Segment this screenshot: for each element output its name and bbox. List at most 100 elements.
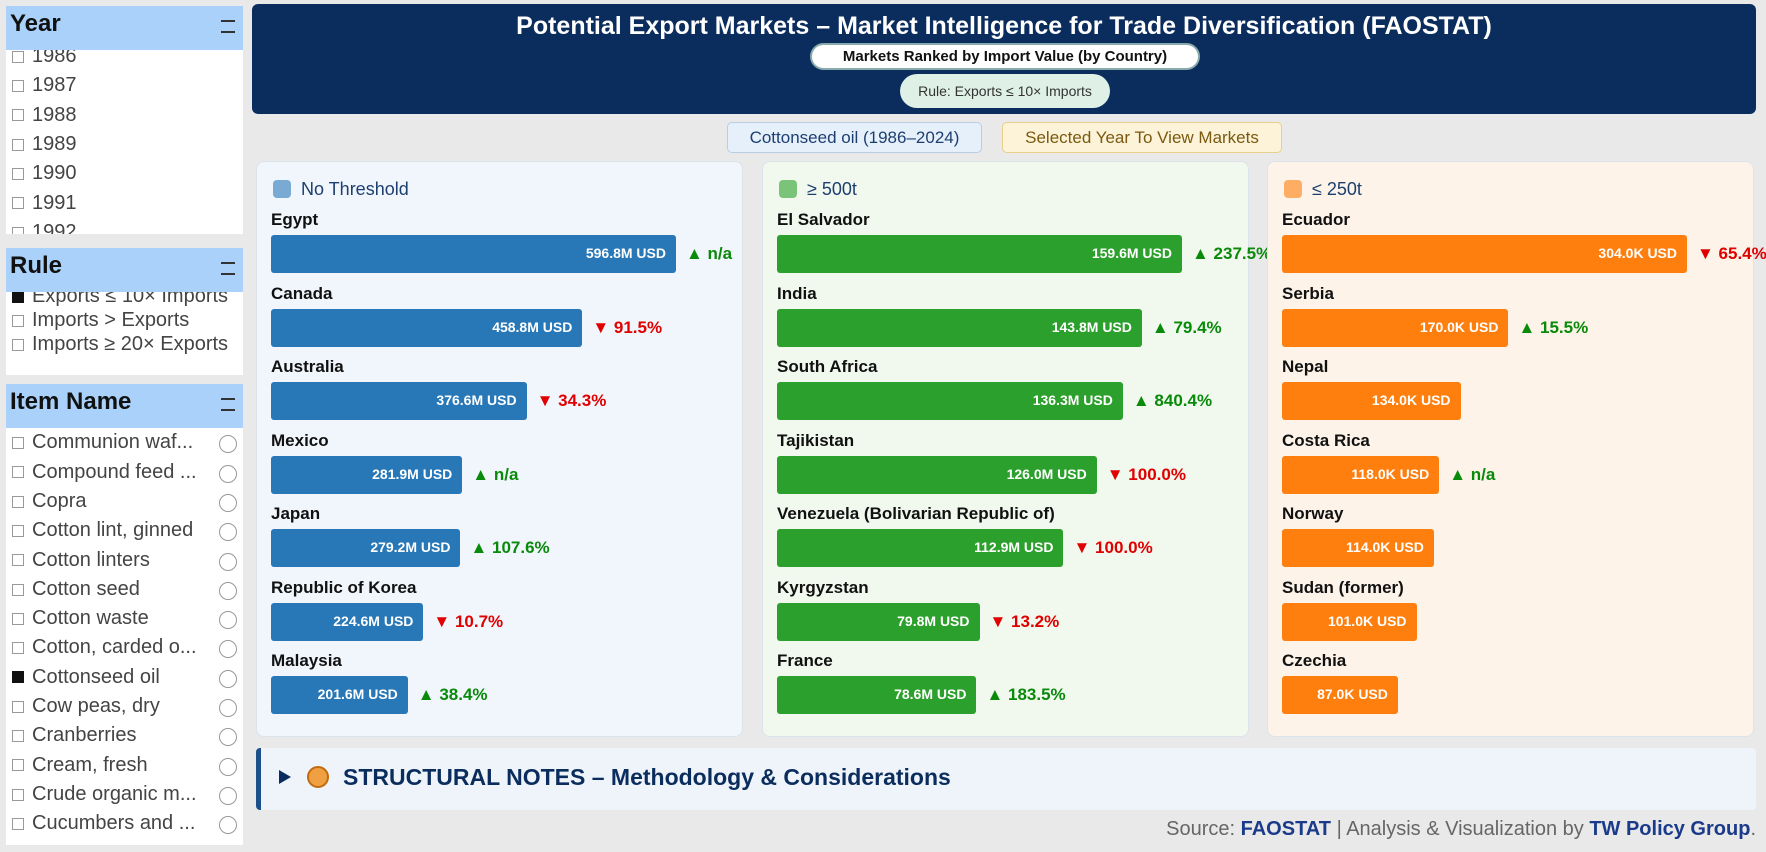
slicer-item[interactable]: 1988 — [12, 104, 77, 127]
bar: 458.8M USD — [271, 308, 583, 347]
bar: 136.3M USD — [777, 382, 1123, 420]
country-name: India — [777, 283, 817, 303]
bar: 281.9M USD — [271, 455, 463, 494]
bar: 126.0M USD — [777, 455, 1097, 494]
notes[interactable]: STRUCTURAL NOTES – Methodology & Conside… — [256, 748, 1756, 810]
slicer-header: Item Name — [6, 384, 243, 428]
checkbox[interactable] — [12, 50, 24, 63]
menu-icon[interactable] — [221, 398, 235, 411]
bar: 143.8M USD — [777, 308, 1142, 347]
checkbox[interactable] — [12, 700, 24, 713]
slicer-item[interactable]: Imports ≥ 20× Exports — [12, 333, 228, 356]
checkbox[interactable] — [12, 642, 24, 655]
slicer-item[interactable]: 1992 — [12, 221, 77, 234]
change-label: ▲ 38.4% — [417, 685, 488, 704]
checkbox[interactable] — [12, 80, 24, 93]
info-icon — [219, 464, 237, 483]
bar: 101.0K USD — [1282, 602, 1417, 641]
info-icon — [219, 669, 237, 688]
checkbox[interactable] — [12, 495, 24, 508]
slicer-item[interactable]: Cotton, carded o... — [12, 636, 197, 659]
change-label: ▲ n/a — [1449, 464, 1496, 484]
slicer-item[interactable]: 1986 — [12, 45, 77, 68]
slicer-item[interactable]: Cucumbers and ... — [12, 812, 195, 835]
slicer-item[interactable]: Copra — [12, 490, 86, 513]
checkbox[interactable] — [12, 437, 24, 450]
slicer-item[interactable]: 1987 — [12, 74, 77, 97]
item-label: Imports ≥ 20× Exports — [32, 333, 229, 355]
bar: 78.6M USD — [777, 676, 977, 714]
slicer-item[interactable]: Imports > Exports — [12, 309, 189, 332]
tab[interactable]: Selected Year To View Markets — [1002, 122, 1282, 153]
source-link[interactable]: FAOSTAT — [1240, 818, 1331, 840]
slicer-item[interactable]: Communion waf... — [12, 431, 193, 454]
checkbox[interactable] — [12, 109, 24, 122]
panel-icon — [273, 180, 291, 198]
notes-title: STRUCTURAL NOTES – Methodology & Conside… — [343, 764, 951, 790]
panel-title: ≤ 250t — [1312, 179, 1362, 199]
panel-title: No Threshold — [301, 179, 409, 199]
panel: ≥ 500t El Salvador 159.6M USD ▲ 237.5% India… — [762, 161, 1271, 737]
info-icon — [219, 552, 237, 571]
checkbox[interactable] — [12, 138, 24, 151]
info-icon — [219, 581, 237, 600]
slicer-item[interactable]: Cotton lint, ginned — [12, 519, 193, 542]
country-name: Venezuela (Bolivarian Republic of) — [777, 504, 1055, 523]
change-label: ▲ n/a — [472, 464, 519, 484]
checkbox[interactable] — [12, 730, 24, 743]
country-name: Australia — [271, 357, 344, 376]
slicer-item[interactable]: Compound feed ... — [12, 461, 197, 484]
change-label: ▼ 65.4% — [1697, 244, 1766, 263]
slicer-item[interactable]: Currants — [12, 842, 109, 846]
value-label: 279.2M USD — [370, 539, 451, 555]
checkbox[interactable] — [12, 671, 24, 684]
slicer-item[interactable]: 1991 — [12, 192, 77, 215]
checkbox[interactable] — [12, 759, 24, 772]
slicer-item[interactable]: 1990 — [12, 162, 77, 185]
change-label: ▲ 840.4% — [1132, 391, 1213, 410]
info-icon — [219, 523, 237, 542]
source-label: Source: — [1166, 818, 1236, 840]
checkbox[interactable] — [12, 788, 24, 801]
menu-icon[interactable] — [221, 262, 235, 275]
slicer-item[interactable]: Cotton seed — [12, 578, 140, 601]
value-label: 596.8M USD — [585, 245, 666, 261]
item-label: Cucumbers and ... — [32, 812, 196, 835]
item-label: 1989 — [32, 132, 77, 155]
info-icon — [219, 757, 237, 776]
tab[interactable]: Cottonseed oil (1986–2024) — [727, 122, 982, 153]
value-label: 224.6M USD — [333, 612, 414, 629]
checkbox[interactable] — [12, 583, 24, 596]
country-name: Serbia — [1282, 283, 1334, 303]
change-label: ▲ 107.6% — [470, 538, 550, 557]
checkbox[interactable] — [12, 524, 24, 537]
checkbox[interactable] — [12, 197, 24, 210]
change-label: ▼ 10.7% — [433, 611, 504, 631]
slicer-item[interactable]: Cream, fresh — [12, 754, 148, 777]
value-label: 376.6M USD — [436, 392, 517, 408]
slicer-item[interactable]: Cottonseed oil — [12, 666, 160, 689]
bar: 224.6M USD — [271, 602, 424, 641]
slicer-item[interactable]: Crude organic m... — [12, 783, 197, 806]
slicer-item[interactable]: Cranberries — [12, 724, 136, 747]
item-label: Cotton, carded o... — [32, 636, 197, 659]
panel-icon — [1284, 180, 1302, 198]
value-label: 201.6M USD — [317, 686, 398, 702]
checkbox[interactable] — [12, 226, 24, 234]
checkbox[interactable] — [12, 167, 24, 180]
checkbox[interactable] — [12, 290, 24, 303]
slicer-item[interactable]: Cow peas, dry — [12, 695, 160, 718]
checkbox[interactable] — [12, 612, 24, 625]
checkbox[interactable] — [12, 314, 24, 327]
slicer-item[interactable]: Cotton waste — [12, 607, 149, 630]
checkbox[interactable] — [12, 554, 24, 567]
slicer-item[interactable]: 1989 — [12, 133, 77, 156]
slicer-item[interactable]: Cotton linters — [12, 549, 150, 572]
checkbox[interactable] — [12, 817, 24, 830]
checkbox[interactable] — [12, 338, 24, 351]
menu-icon[interactable] — [221, 20, 235, 33]
credit-link[interactable]: TW Policy Group — [1589, 818, 1751, 840]
checkbox[interactable] — [12, 466, 24, 479]
country-name: Sudan (former) — [1282, 577, 1404, 597]
slicer-title: Year — [10, 10, 61, 37]
